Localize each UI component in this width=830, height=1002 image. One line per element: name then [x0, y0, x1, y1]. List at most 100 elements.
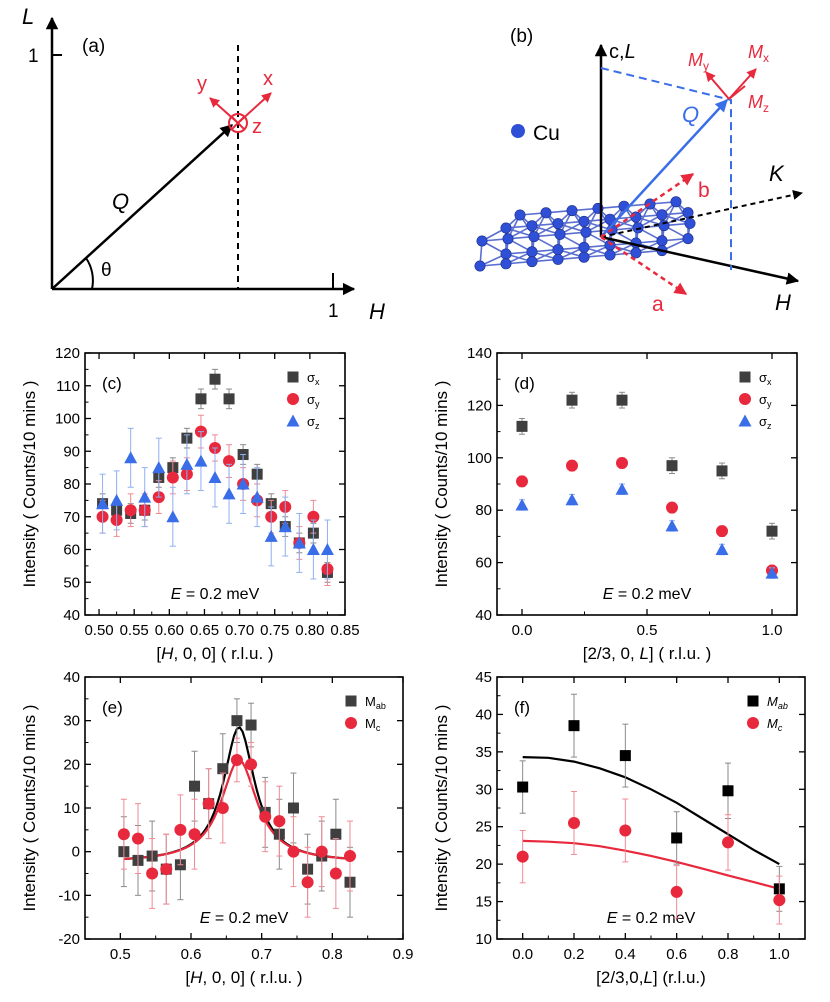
y-tick-label: 80 [475, 502, 492, 519]
cu-lattice [474, 196, 696, 272]
data-point [259, 810, 272, 823]
diagram-a-x-label: x [263, 68, 273, 90]
x-tick-label: 0.9 [393, 946, 414, 963]
series [118, 698, 356, 918]
data-point [132, 832, 144, 845]
energy-annotation: E = 0.2 meV [607, 910, 696, 927]
energy-value: = 0.2 meV [181, 586, 259, 603]
y-tick-label: 140 [467, 345, 492, 362]
diagram-b-my-arrow [705, 71, 730, 100]
energy-annotation: E = 0.2 meV [200, 910, 289, 927]
legend-sub: ab [376, 701, 386, 711]
y-tick-label: 15 [475, 894, 492, 911]
data-point [180, 457, 194, 470]
data-point [738, 414, 752, 427]
cu-atom [656, 209, 668, 221]
cu-atom [684, 217, 696, 229]
diagram-a: L 1 (a) 1 H Q θ x y z [22, 4, 385, 324]
cu-atom [656, 235, 668, 247]
data-point [292, 536, 306, 549]
diagram-b-mz-arrow [728, 85, 746, 100]
y-tick-label: 70 [63, 509, 80, 526]
y-tick-label: 30 [63, 713, 80, 730]
y-tick-label: 120 [467, 397, 492, 414]
legend-entry: σy [307, 392, 320, 409]
data-point [236, 477, 250, 490]
x-axis-label-var: H [190, 968, 203, 987]
legend-entry: σx [307, 370, 320, 387]
y-axis-label: Intensity ( Counts/10 mins ) [432, 381, 451, 588]
diagram-b-k-axis [600, 190, 803, 238]
cu-atom [540, 207, 552, 219]
data-point [345, 717, 357, 729]
y-tick-label: 35 [475, 744, 492, 761]
y-tick-label: 45 [475, 669, 492, 686]
chart-d: 0.0 0.5 1.0 40 60 80 100 120 140 [2/3, 0, L] ( r.… [432, 345, 798, 663]
x-tick-label: 0.4 [615, 946, 636, 963]
cu-atom [500, 248, 512, 260]
data-point [765, 566, 779, 579]
diagram-b-projection [600, 67, 732, 270]
cu-atom [682, 207, 694, 219]
cu-atom [500, 222, 512, 234]
cu-atom [554, 228, 566, 240]
diagram-a-y-label: y [197, 73, 207, 95]
panel-label: (e) [102, 698, 123, 717]
energy-value: = 0.2 meV [617, 910, 695, 927]
cu-atom [526, 220, 538, 232]
series [96, 427, 334, 580]
x-axis-label-var: L [643, 968, 652, 987]
cu-atom [682, 233, 694, 245]
legend-entry: σy [759, 392, 772, 409]
cu-atom [514, 209, 526, 221]
x-tick-label: 0.50 [84, 622, 113, 639]
x-axis-label-post: ] (r.l.u.) [653, 968, 706, 987]
data-point [124, 504, 137, 517]
energy-value: = 0.2 meV [210, 910, 288, 927]
x-tick-label: 0.5 [110, 946, 131, 963]
data-point [739, 371, 751, 383]
legend: σx σy σz [286, 370, 320, 431]
legend-entry: σz [759, 414, 772, 431]
y-tick-label: 0 [72, 844, 80, 861]
x-axis-label-post: ] ( r.l.u. ) [649, 644, 711, 663]
data-point [96, 497, 110, 510]
data-point [739, 393, 751, 405]
energy-var: E [607, 910, 618, 927]
cu-atom [528, 231, 540, 243]
diagram-b-q-label: Q [682, 102, 699, 127]
x-axis-label-var: L [639, 644, 648, 663]
data-point [166, 510, 180, 523]
y-tick-label: 10 [63, 800, 80, 817]
legend-entry: σz [307, 414, 320, 431]
data-point [230, 753, 243, 766]
x-tick-label: 0.60 [155, 622, 184, 639]
x-tick-label: 0.65 [190, 622, 219, 639]
y-tick-label: 30 [475, 781, 492, 798]
y-axis-label: Intensity ( Counts/10 mins ) [20, 705, 39, 912]
energy-annotation: E = 0.2 meV [171, 586, 260, 603]
data-point [747, 695, 759, 707]
y-tick-label: 120 [55, 345, 80, 362]
cu-atom [552, 218, 564, 230]
plot-frame [496, 676, 806, 940]
cu-atom [474, 260, 486, 272]
x-tick-label: 0.8 [322, 946, 343, 963]
legend-entry: σx [759, 370, 772, 387]
y-tick-label: 100 [467, 450, 492, 467]
data-point [286, 414, 300, 427]
legend-name: σ [759, 414, 767, 429]
y-tick-label: 100 [55, 411, 80, 428]
diagram-a-panel-label: (a) [82, 36, 105, 57]
data-point [766, 525, 778, 537]
legend-sub: c [778, 723, 783, 733]
data-point [174, 823, 187, 836]
data-point [716, 525, 728, 538]
data-point [188, 828, 201, 841]
data-point [616, 457, 628, 470]
diagram-b-k-label: K [769, 161, 785, 186]
diagram-a-h-label: H [369, 299, 385, 324]
diagram-b-h-axis [600, 235, 800, 285]
y-tick-label: -20 [58, 931, 80, 948]
